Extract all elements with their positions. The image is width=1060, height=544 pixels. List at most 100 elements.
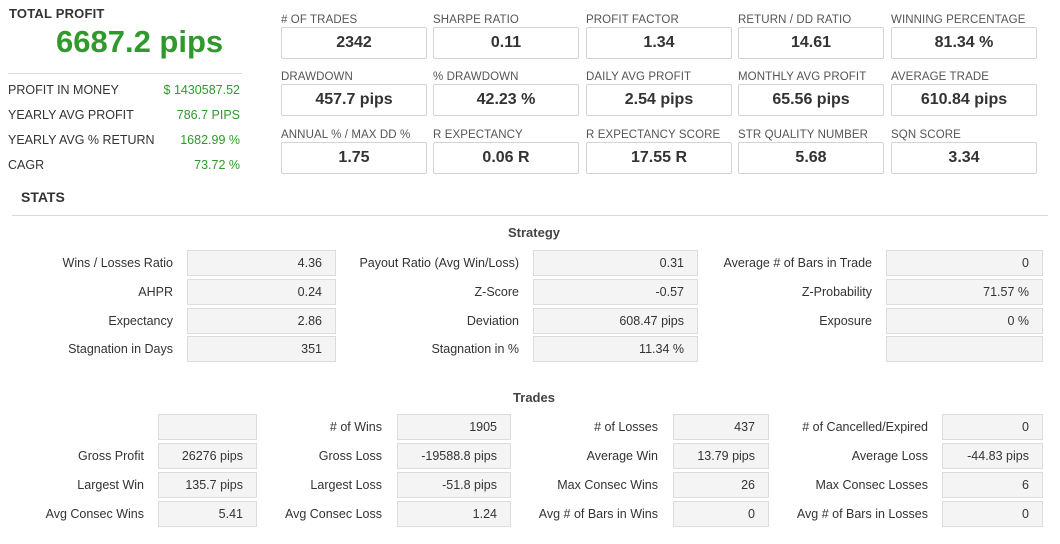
metric-value: 0.11 bbox=[433, 27, 579, 59]
summary-row-label: YEARLY AVG PROFIT bbox=[8, 108, 134, 122]
strategy-value: 4.36 bbox=[187, 250, 336, 276]
metric-value: 81.34 % bbox=[891, 27, 1037, 59]
trades-value bbox=[158, 414, 257, 440]
trades-value: 0 bbox=[942, 414, 1043, 440]
summary-row-profit-in-money: PROFIT IN MONEY $ 1430587.52 bbox=[8, 83, 240, 103]
strategy-value: -0.57 bbox=[533, 279, 698, 305]
trades-value: 1905 bbox=[397, 414, 511, 440]
strategy-label: Exposure bbox=[819, 314, 872, 328]
trades-label: # of Cancelled/Expired bbox=[802, 420, 928, 434]
total-profit-label: TOTAL PROFIT bbox=[9, 6, 105, 21]
metric-sharpe-ratio: SHARPE RATIO 0.11 bbox=[433, 13, 579, 59]
strategy-section-title: Strategy bbox=[507, 225, 561, 240]
metric-label: DAILY AVG PROFIT bbox=[586, 71, 692, 83]
trades-value: 5.41 bbox=[158, 501, 257, 527]
strategy-label: Expectancy bbox=[108, 314, 173, 328]
strategy-value: 0.31 bbox=[533, 250, 698, 276]
metric-label: DRAWDOWN bbox=[281, 71, 353, 83]
summary-row-label: PROFIT IN MONEY bbox=[8, 83, 119, 97]
trades-label: Max Consec Losses bbox=[815, 478, 928, 492]
trades-label: Avg # of Bars in Wins bbox=[538, 507, 658, 521]
strategy-value: 608.47 pips bbox=[533, 308, 698, 334]
trades-value: 6 bbox=[942, 472, 1043, 498]
trades-value: 26276 pips bbox=[158, 443, 257, 469]
strategy-label: Stagnation in % bbox=[431, 342, 519, 356]
trades-label: Largest Win bbox=[77, 478, 144, 492]
strategy-label: Average # of Bars in Trade bbox=[723, 256, 872, 270]
trades-value: 135.7 pips bbox=[158, 472, 257, 498]
summary-divider bbox=[8, 73, 242, 74]
summary-row-value: 1682.99 % bbox=[180, 133, 240, 147]
summary-row-label: CAGR bbox=[8, 158, 45, 172]
strategy-label: Payout Ratio (Avg Win/Loss) bbox=[359, 256, 519, 270]
strategy-label: Z-Score bbox=[474, 285, 519, 299]
trades-value: -51.8 pips bbox=[397, 472, 511, 498]
trades-label: # of Wins bbox=[329, 420, 382, 434]
metric-value: 17.55 R bbox=[586, 142, 732, 174]
metric-value: 5.68 bbox=[738, 142, 884, 174]
summary-row-label: YEARLY AVG % RETURN bbox=[8, 133, 155, 147]
metric-annual-max-dd: ANNUAL % / MAX DD % 1.75 bbox=[281, 128, 427, 174]
metric-label: RETURN / DD RATIO bbox=[738, 14, 852, 26]
strategy-value: 351 bbox=[187, 336, 336, 362]
strategy-label: Deviation bbox=[466, 314, 519, 328]
metric-daily-avg-profit: DAILY AVG PROFIT 2.54 pips bbox=[586, 70, 732, 116]
metric-str-quality-number: STR QUALITY NUMBER 5.68 bbox=[738, 128, 884, 174]
strategy-value: 11.34 % bbox=[533, 336, 698, 362]
summary-row-value: $ 1430587.52 bbox=[163, 83, 240, 97]
metric-label: WINNING PERCENTAGE bbox=[891, 14, 1026, 26]
strategy-label: Stagnation in Days bbox=[68, 342, 173, 356]
trades-value: 26 bbox=[673, 472, 769, 498]
metric-value: 14.61 bbox=[738, 27, 884, 59]
metric-label: R EXPECTANCY SCORE bbox=[586, 129, 721, 141]
metric-label: MONTHLY AVG PROFIT bbox=[738, 71, 867, 83]
metric-return-dd-ratio: RETURN / DD RATIO 14.61 bbox=[738, 13, 884, 59]
trades-value: 0 bbox=[942, 501, 1043, 527]
metric-value: 2342 bbox=[281, 27, 427, 59]
metric-label: % DRAWDOWN bbox=[433, 71, 519, 83]
strategy-label: Wins / Losses Ratio bbox=[62, 256, 173, 270]
metric-drawdown: DRAWDOWN 457.7 pips bbox=[281, 70, 427, 116]
metric-value: 1.34 bbox=[586, 27, 732, 59]
summary-row-yearly-avg-profit: YEARLY AVG PROFIT 786.7 PIPS bbox=[8, 108, 240, 128]
metric-value: 65.56 pips bbox=[738, 84, 884, 116]
strategy-value: 71.57 % bbox=[886, 279, 1043, 305]
trades-label: Average Loss bbox=[851, 449, 928, 463]
metric-r-expectancy-score: R EXPECTANCY SCORE 17.55 R bbox=[586, 128, 732, 174]
trades-label: Avg # of Bars in Losses bbox=[796, 507, 928, 521]
strategy-value bbox=[886, 336, 1043, 362]
metric-value: 42.23 % bbox=[433, 84, 579, 116]
metric-label: PROFIT FACTOR bbox=[586, 14, 679, 26]
trades-value: 0 bbox=[673, 501, 769, 527]
strategy-label: Z-Probability bbox=[801, 285, 872, 299]
metric-label: ANNUAL % / MAX DD % bbox=[281, 129, 411, 141]
metric-value: 457.7 pips bbox=[281, 84, 427, 116]
metric-value: 1.75 bbox=[281, 142, 427, 174]
metric-percent-drawdown: % DRAWDOWN 42.23 % bbox=[433, 70, 579, 116]
metric-profit-factor: PROFIT FACTOR 1.34 bbox=[586, 13, 732, 59]
trades-label: Average Win bbox=[586, 449, 658, 463]
strategy-value: 0 bbox=[886, 250, 1043, 276]
metric-value: 0.06 R bbox=[433, 142, 579, 174]
total-profit-value: 6687.2 pips bbox=[56, 24, 224, 59]
metric-average-trade: AVERAGE TRADE 610.84 pips bbox=[891, 70, 1037, 116]
summary-row-yearly-avg-return: YEARLY AVG % RETURN 1682.99 % bbox=[8, 133, 240, 153]
trades-label: # of Losses bbox=[594, 420, 658, 434]
trades-value: 1.24 bbox=[397, 501, 511, 527]
metric-value: 3.34 bbox=[891, 142, 1037, 174]
trades-value: 13.79 pips bbox=[673, 443, 769, 469]
trades-label: Gross Profit bbox=[78, 449, 144, 463]
summary-row-cagr: CAGR 73.72 % bbox=[8, 158, 240, 178]
metric-sqn-score: SQN SCORE 3.34 bbox=[891, 128, 1037, 174]
trades-value: -19588.8 pips bbox=[397, 443, 511, 469]
metric-winning-percentage: WINNING PERCENTAGE 81.34 % bbox=[891, 13, 1037, 59]
strategy-value: 0.24 bbox=[187, 279, 336, 305]
metric-r-expectancy: R EXPECTANCY 0.06 R bbox=[433, 128, 579, 174]
trades-label: Max Consec Wins bbox=[557, 478, 658, 492]
metric-monthly-avg-profit: MONTHLY AVG PROFIT 65.56 pips bbox=[738, 70, 884, 116]
trades-label: Gross Loss bbox=[318, 449, 382, 463]
stats-heading: STATS bbox=[21, 189, 65, 205]
strategy-value: 0 % bbox=[886, 308, 1043, 334]
trades-value: -44.83 pips bbox=[942, 443, 1043, 469]
metric-label: # OF TRADES bbox=[281, 14, 358, 26]
